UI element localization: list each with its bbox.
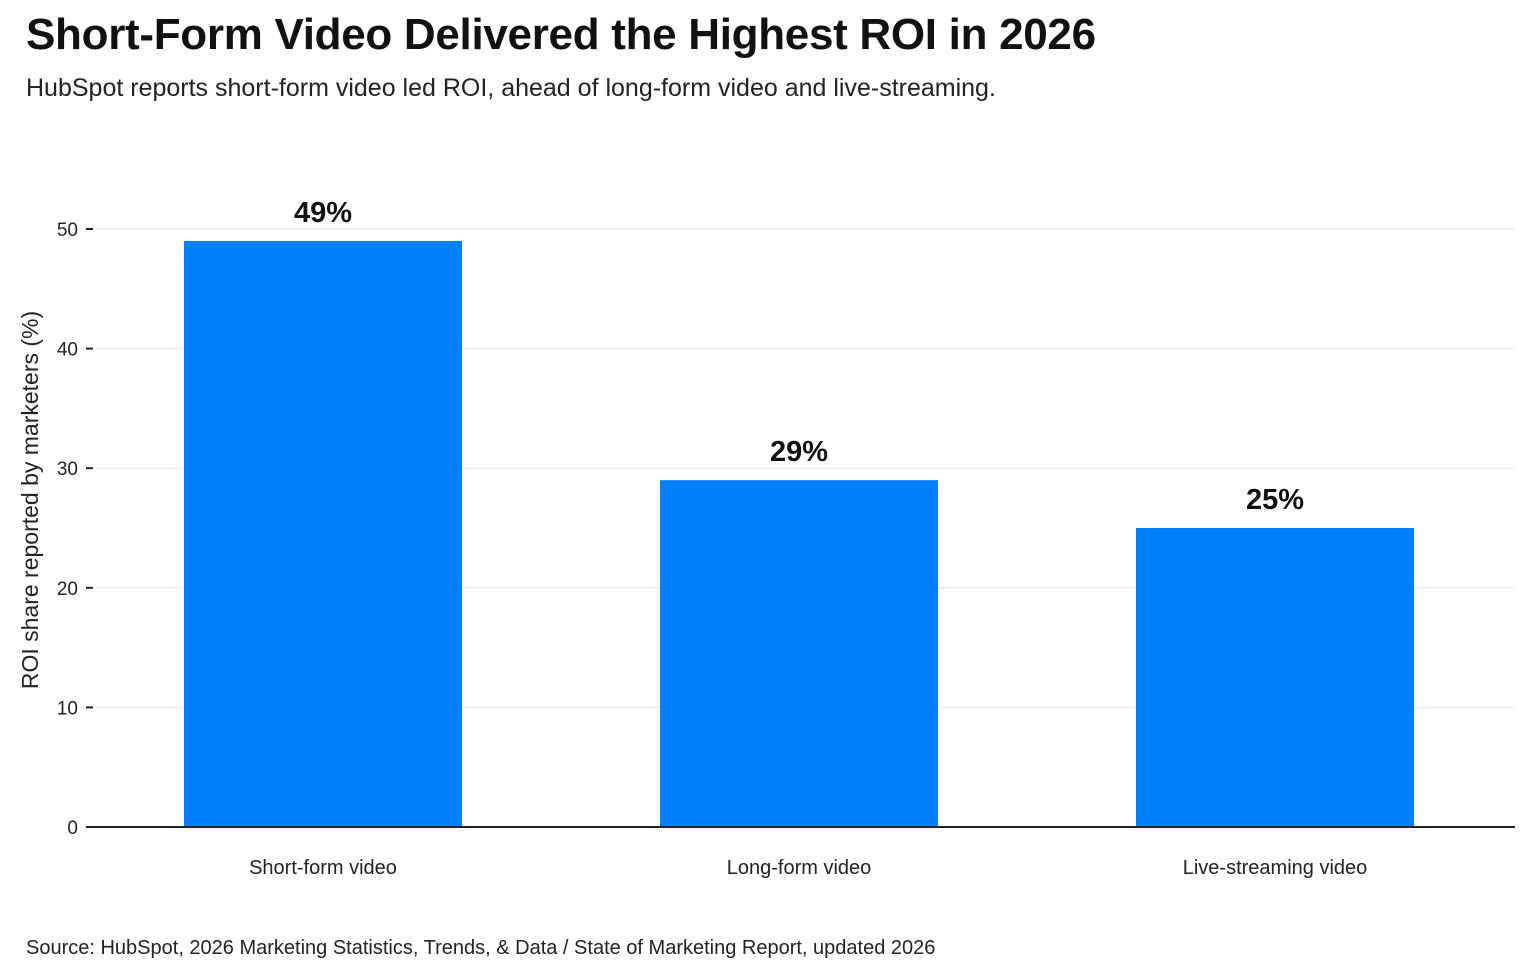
y-axis: 0 10 20 30 40 50 bbox=[57, 220, 93, 839]
x-axis: Short-form video Long-form video Live-stre… bbox=[87, 826, 1515, 879]
y-tick-label: 20 bbox=[57, 579, 78, 600]
data-label: 49% bbox=[294, 197, 352, 229]
chart-subtitle: HubSpot reports short-form video led ROI… bbox=[26, 74, 996, 102]
x-tick-label: Live-streaming video bbox=[1183, 857, 1368, 879]
chart-title: Short-Form Video Delivered the Highest R… bbox=[26, 10, 1096, 59]
data-labels: 49% 29% 25% bbox=[294, 197, 1304, 516]
y-tick-label: 40 bbox=[57, 340, 78, 361]
x-tick-label: Long-form video bbox=[727, 857, 872, 879]
data-label: 29% bbox=[770, 436, 828, 468]
bar bbox=[1136, 528, 1414, 827]
y-tick-label: 10 bbox=[57, 698, 78, 719]
x-tick-label: Short-form video bbox=[249, 857, 397, 879]
y-tick-label: 30 bbox=[57, 459, 78, 480]
bar bbox=[660, 480, 938, 827]
y-tick-label: 0 bbox=[67, 818, 78, 839]
y-tick-label: 50 bbox=[57, 220, 78, 241]
bar bbox=[184, 240, 462, 827]
y-axis-title: ROI share reported by marketers (%) bbox=[17, 311, 43, 689]
data-label: 25% bbox=[1246, 484, 1304, 516]
bars bbox=[184, 240, 1414, 827]
source-note: Source: HubSpot, 2026 Marketing Statisti… bbox=[26, 937, 936, 959]
